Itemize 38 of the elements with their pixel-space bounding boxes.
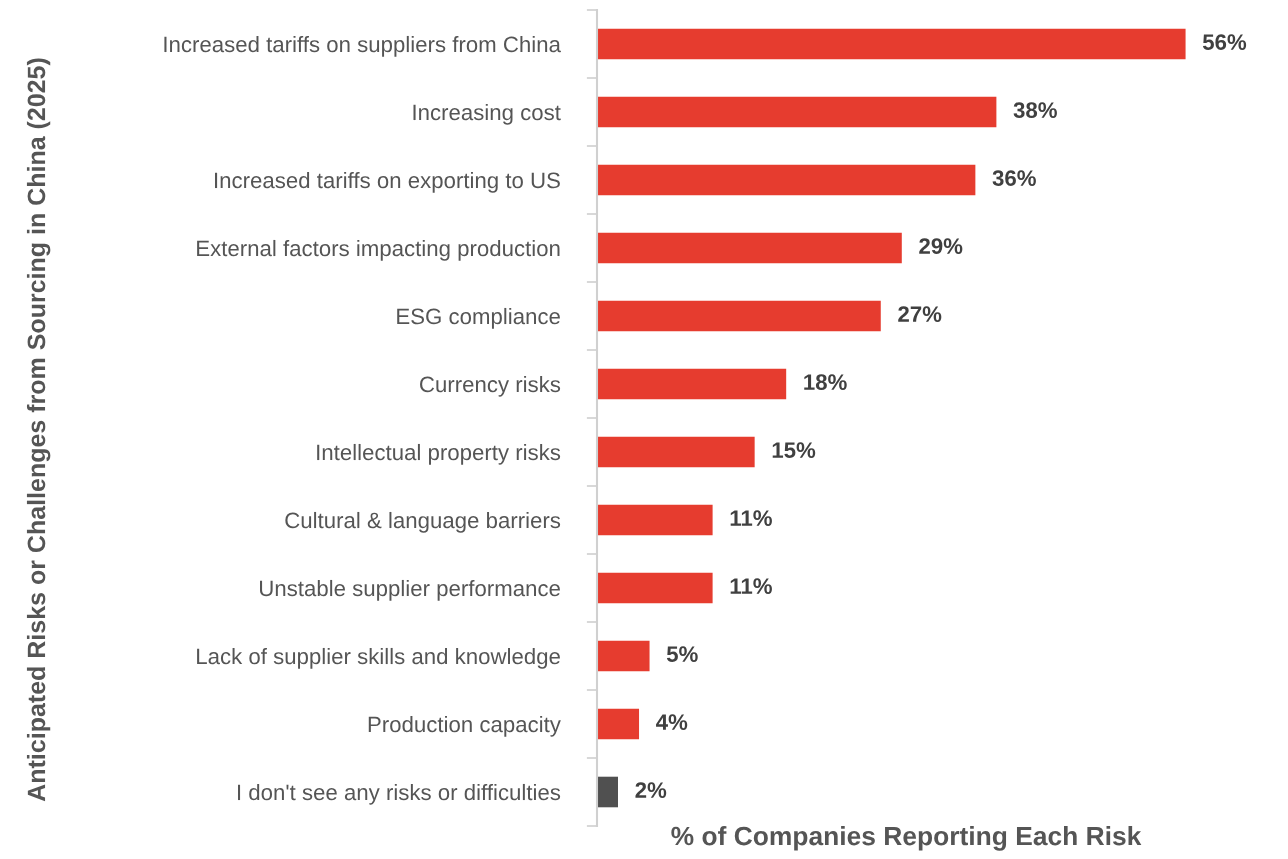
y-tick-label: Cultural & language barriers	[285, 511, 561, 533]
data-label: 4%	[656, 714, 688, 730]
data-label: 18%	[804, 374, 847, 390]
y-tick-label: External factors impacting production	[197, 239, 560, 261]
bar	[597, 300, 881, 332]
y-tick-label: Intellectual property risks	[317, 443, 561, 465]
y-tick-label: Production capacity	[368, 715, 561, 737]
y-tick-label: Currency risks	[420, 375, 561, 397]
bar	[597, 572, 713, 604]
data-label: 11%	[730, 578, 772, 594]
y-tick-label: I don't see any risks or difficulties	[237, 783, 561, 805]
bar	[597, 708, 640, 740]
y-tick-label: ESG compliance	[397, 307, 560, 329]
y-tick-label: Increased tariffs on suppliers from China	[164, 35, 561, 57]
data-label: 2%	[635, 782, 667, 798]
bar	[597, 28, 1186, 60]
bar	[597, 504, 713, 536]
bar	[597, 232, 902, 264]
data-label: 29%	[919, 238, 963, 254]
y-tick-label: Lack of supplier skills and knowledge	[197, 647, 560, 669]
data-label: 38%	[1013, 102, 1057, 118]
bar	[597, 436, 755, 468]
bar	[597, 776, 619, 808]
y-tick-label: Increasing cost	[413, 103, 561, 125]
bar	[597, 368, 787, 400]
y-tick-label: Unstable supplier performance	[260, 579, 560, 601]
x-axis-title: % of Companies Reporting Each Risk	[671, 826, 1142, 851]
data-label: 11%	[730, 510, 772, 526]
bar	[597, 164, 976, 196]
bar	[597, 640, 650, 672]
y-axis-title: Anticipated Risks or Challenges from Sourcing in China (2025)	[26, 58, 51, 802]
bar	[597, 96, 997, 128]
data-label: 15%	[772, 442, 816, 458]
data-label: 27%	[898, 306, 942, 322]
data-label: 36%	[992, 170, 1036, 186]
data-label: 56%	[1202, 34, 1247, 50]
y-tick-label: Increased tariffs on exporting to US	[215, 171, 560, 193]
data-label: 5%	[666, 646, 698, 662]
